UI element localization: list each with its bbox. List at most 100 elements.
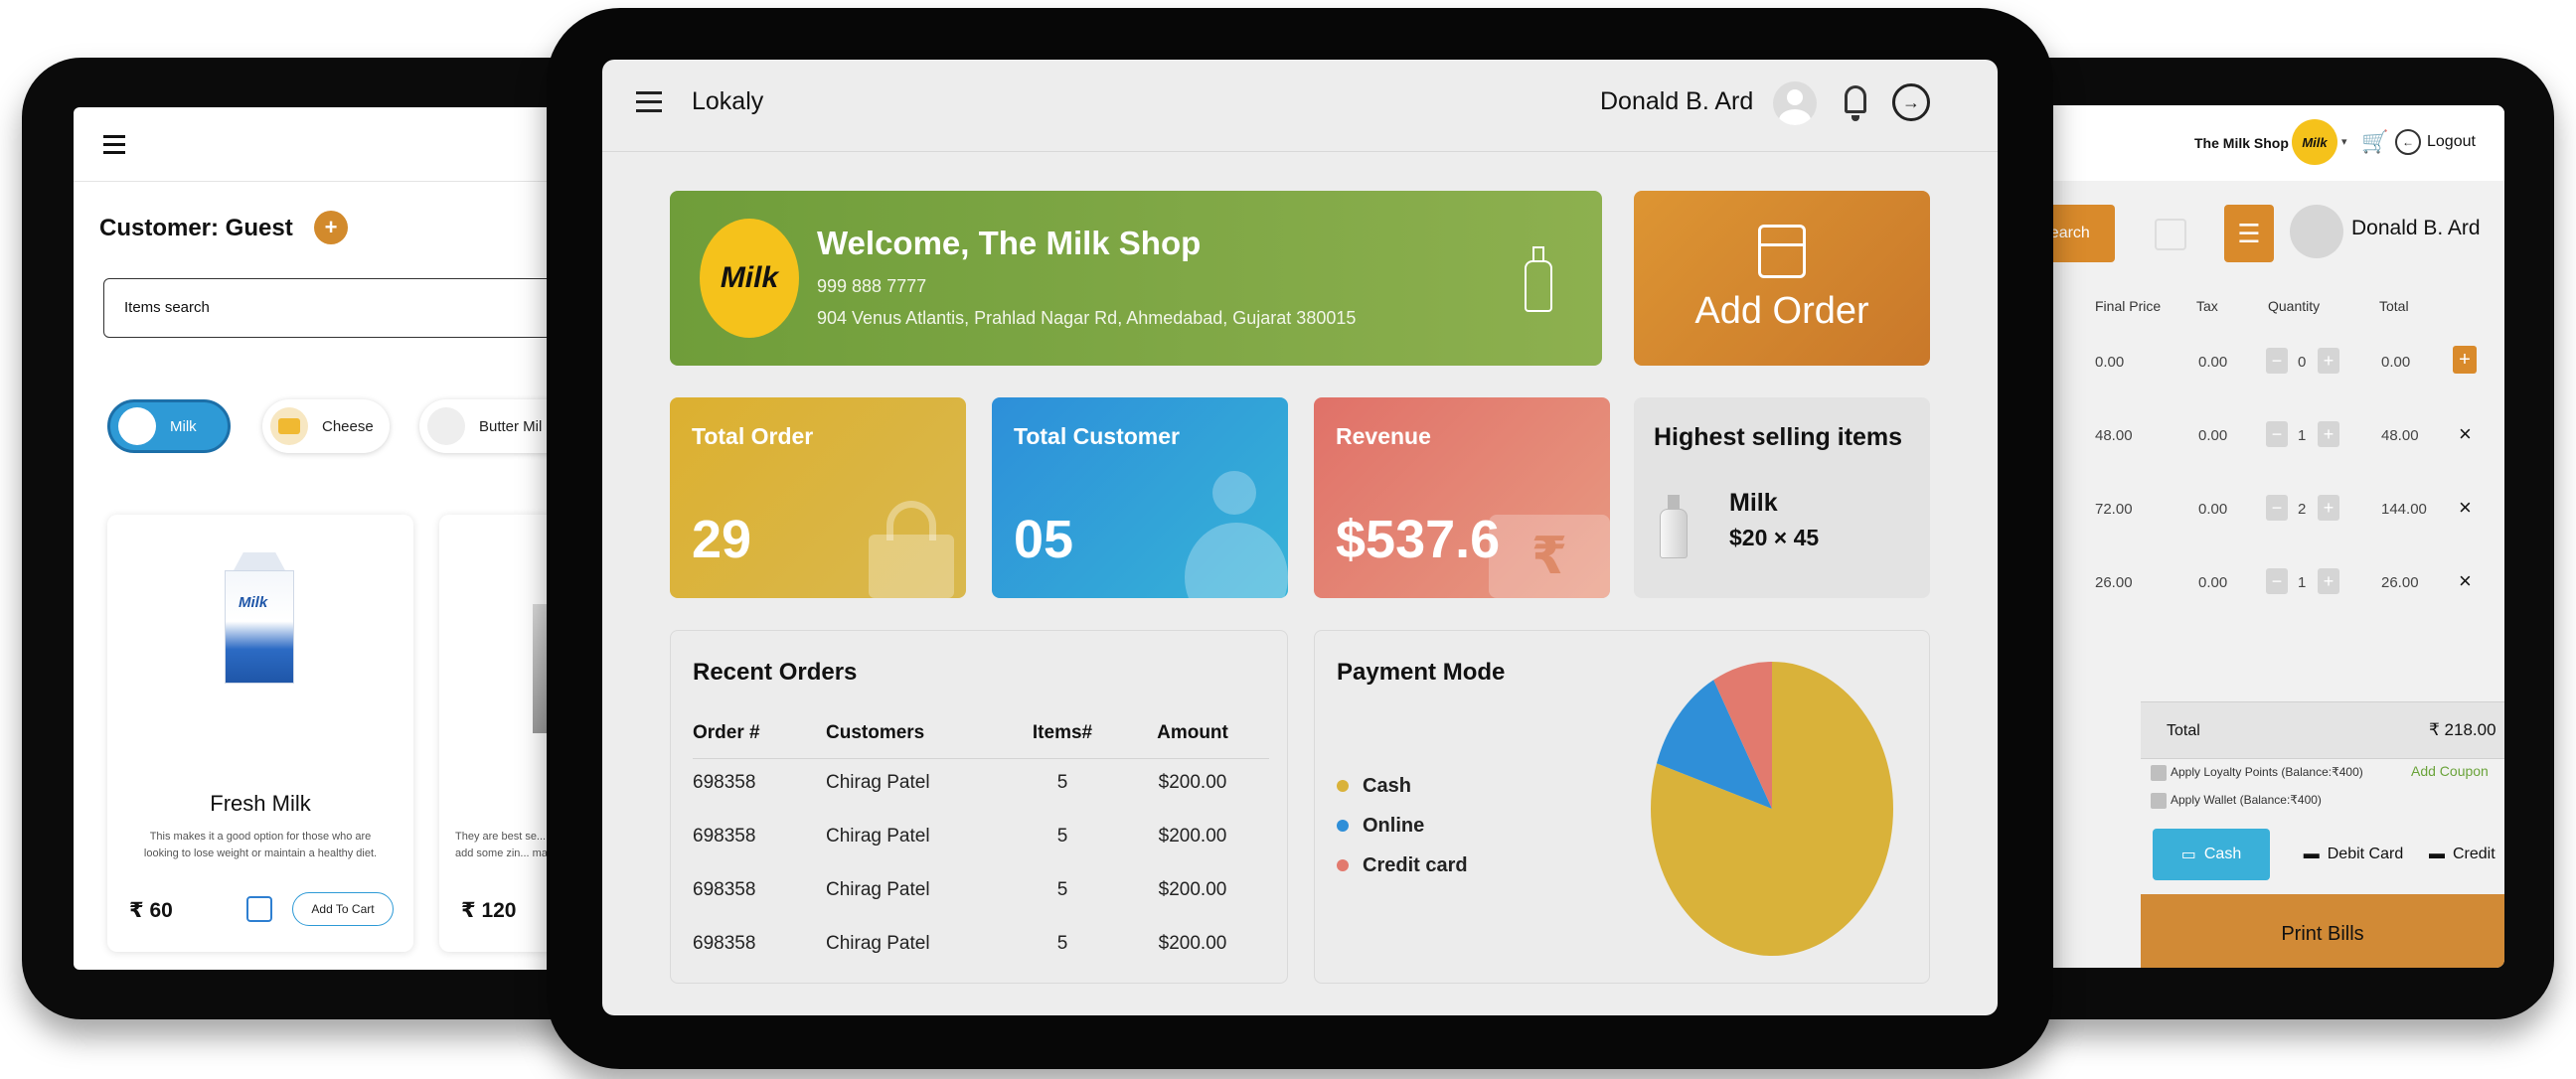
divider [74, 181, 670, 182]
credit-button[interactable]: ▬ Credit [2429, 829, 2504, 880]
add-row-button[interactable]: + [2453, 346, 2477, 374]
increment-button[interactable]: + [2318, 348, 2339, 374]
item-count: 5 [1056, 933, 1068, 954]
logout-icon[interactable]: → [1892, 83, 1930, 121]
total-value: ₹ 218.00 [2429, 720, 2496, 739]
quantity-value: 0 [2298, 354, 2307, 371]
cart-row: 48.00 0.00 − 1 + 48.00 × [2017, 399, 2504, 473]
stat-label: Total Customer [1014, 423, 1180, 449]
table-row[interactable]: 698358 Chirag Patel 5 $200.00 [693, 863, 1269, 917]
row-total: 26.00 [2381, 574, 2419, 591]
legend-item-credit-card: Credit card [1337, 846, 1468, 885]
total-label: Total [2167, 722, 2200, 739]
increment-button[interactable]: + [2318, 495, 2339, 521]
final-price: 48.00 [2095, 427, 2133, 444]
customer-name: Chirag Patel [826, 933, 930, 954]
loyalty-checkbox[interactable] [2151, 765, 2167, 781]
quantity-value: 2 [2298, 501, 2307, 518]
milk-bottle-icon [1525, 246, 1552, 312]
bottle-icon [427, 407, 465, 445]
stat-card-total-customer: Total Customer 05 [992, 397, 1288, 598]
increment-button[interactable]: + [2318, 421, 2339, 447]
increment-button[interactable]: + [2318, 568, 2339, 594]
add-to-cart-button[interactable]: Add To Cart [292, 892, 394, 926]
tax: 0.00 [2198, 574, 2228, 591]
col-total: Total [2379, 298, 2409, 314]
category-chip-milk[interactable]: Milk [107, 399, 231, 453]
menu-icon[interactable] [636, 91, 662, 113]
item-count: 5 [1056, 879, 1068, 900]
card-icon: ▬ [2429, 846, 2445, 862]
customer-name: Chirag Patel [826, 772, 930, 793]
customer-name: Chirag Patel [826, 826, 930, 847]
calendar-icon[interactable] [246, 896, 272, 922]
decrement-button[interactable]: − [2266, 421, 2288, 447]
category-label: Milk [170, 417, 197, 435]
print-bills-button[interactable]: Print Bills [2141, 894, 2504, 968]
add-order-button[interactable]: Add Order [1634, 191, 1930, 366]
cash-icon: ▭ [2180, 847, 2196, 863]
orders-table: Order # Customers Items# Amount 698358 C… [693, 710, 1269, 971]
cart-row: 0.00 0.00 − 0 + 0.00 + [2017, 326, 2504, 399]
row-total: 0.00 [2381, 354, 2411, 371]
user-name: Donald B. Ard [1600, 87, 1754, 115]
col-quantity: Quantity [2268, 298, 2321, 314]
chevron-down-icon[interactable]: ▾ [2341, 136, 2347, 148]
cheese-icon [278, 418, 300, 434]
payment-pie-chart [1651, 662, 1893, 956]
total-row: Total ₹ 218.00 [2141, 701, 2504, 759]
decrement-button[interactable]: − [2266, 568, 2288, 594]
cart-row: 72.00 0.00 − 2 + 144.00 × [2017, 473, 2504, 546]
table-row[interactable]: 698358 Chirag Patel 5 $200.00 [693, 917, 1269, 971]
wallet-checkbox[interactable] [2151, 793, 2167, 809]
product-description: This makes it a good option for those wh… [143, 831, 378, 859]
stat-card-revenue: Revenue $537.6 ₹ [1314, 397, 1610, 598]
remove-row-button[interactable]: × [2459, 568, 2472, 593]
list-view-icon[interactable]: ☰ [2224, 205, 2274, 262]
rupee-icon: ₹ [1489, 515, 1610, 598]
add-customer-button[interactable]: + [314, 211, 348, 244]
debit-card-button[interactable]: ▬ Debit Card [2292, 829, 2415, 880]
grid-view-icon[interactable] [2155, 219, 2186, 250]
remove-row-button[interactable]: × [2459, 421, 2472, 446]
col-amount: Amount [1157, 722, 1228, 743]
credit-label: Credit [2453, 846, 2496, 862]
customer-icon [1183, 471, 1288, 598]
legend-swatch [1337, 820, 1349, 832]
legend-item-cash: Cash [1337, 766, 1468, 806]
tax: 0.00 [2198, 501, 2228, 518]
logout-icon[interactable]: ← [2395, 129, 2421, 155]
avatar[interactable] [1773, 81, 1817, 125]
order-number: 698358 [693, 772, 756, 793]
menu-icon[interactable] [103, 135, 125, 154]
order-number: 698358 [693, 826, 756, 847]
legend-label: Cash [1363, 774, 1411, 797]
user-name: Donald B. Ard [2351, 217, 2481, 239]
shop-logo: Milk [2292, 119, 2337, 165]
cart-icon[interactable]: 🛒 [2361, 129, 2389, 154]
decrement-button[interactable]: − [2266, 495, 2288, 521]
logout-link[interactable]: Logout [2427, 133, 2476, 150]
payment-mode-card: Payment Mode Cash Online Credit card [1314, 630, 1930, 984]
bell-icon[interactable] [1839, 81, 1872, 125]
table-row[interactable]: 698358 Chirag Patel 5 $200.00 [693, 810, 1269, 863]
final-price: 0.00 [2095, 354, 2125, 371]
card-icon: ▬ [2303, 846, 2320, 862]
payment-mode-title: Payment Mode [1337, 659, 1506, 686]
legend-swatch [1337, 859, 1349, 871]
legend-label: Credit card [1363, 853, 1468, 876]
category-label: Cheese [322, 417, 374, 435]
pie-slice-online [1656, 680, 1772, 809]
category-chip-cheese[interactable]: Cheese [262, 399, 390, 453]
legend-label: Online [1363, 814, 1425, 837]
center-tablet-screen: Lokaly Donald B. Ard → Milk Welcome, The… [602, 60, 1998, 1015]
stat-label: Total Order [692, 423, 814, 449]
add-coupon-link[interactable]: Add Coupon [2411, 763, 2489, 779]
table-row[interactable]: 698358 Chirag Patel 5 $200.00 [693, 756, 1269, 810]
decrement-button[interactable]: − [2266, 348, 2288, 374]
shopping-bag-icon [869, 501, 954, 598]
cash-button[interactable]: ▭ Cash [2153, 829, 2270, 880]
remove-row-button[interactable]: × [2459, 495, 2472, 520]
product-card[interactable]: Milk Fresh Milk This makes it a good opt… [107, 515, 413, 952]
avatar[interactable] [2290, 205, 2343, 258]
